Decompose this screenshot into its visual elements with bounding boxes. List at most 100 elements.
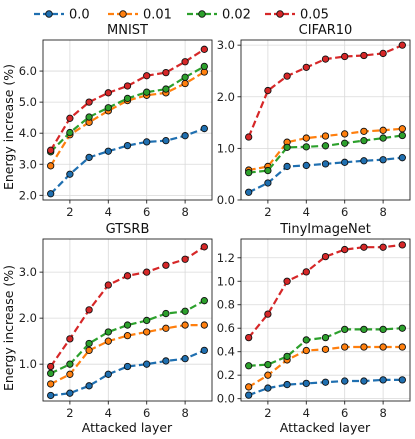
data-point [181,58,189,66]
data-point [264,166,272,175]
y-axis-label-bottom: Energy increase (%) [1,265,16,391]
data-point [143,72,151,80]
legend-marker [198,10,206,18]
y-tick-label: 4.0 [19,126,37,140]
data-point [123,362,132,371]
data-point [264,371,272,379]
data-point [85,153,93,162]
data-point [283,72,291,80]
legend-label: 0.05 [300,8,329,23]
data-point [302,346,310,355]
data-point [123,321,132,329]
data-point [321,345,330,353]
data-point [181,321,189,329]
data-point [398,376,406,384]
data-point [360,343,368,351]
panel-title: GTSRB [106,222,150,237]
data-point [200,297,208,305]
data-point [341,343,349,351]
legend-marker [119,10,127,18]
data-point [302,268,310,276]
data-point [123,331,132,340]
plot-frame [240,39,411,201]
y-tick-label: 2.0 [217,90,235,104]
data-point [143,360,151,368]
data-point [181,79,189,88]
y-tick-label: 3.0 [217,38,235,52]
y-tick-label: 0.4 [217,345,235,359]
x-tick-label: 2 [264,205,271,219]
data-point [162,309,170,318]
chart-panel-tinyimagenet: 2 4 6 8 0.0 0.2 0.4 0.6 0.8 1.0 1.2 TinyImageNet [217,222,411,420]
data-point [398,343,406,351]
data-point [162,357,170,365]
data-point [104,281,112,289]
data-point [379,49,387,58]
legend-marker [45,10,53,18]
data-point [264,86,272,95]
data-point [85,339,93,348]
data-point [321,160,330,168]
data-point [360,377,368,385]
data-point [245,133,253,141]
data-point [379,134,387,142]
data-point [264,360,272,369]
x-tick-label: 6 [341,205,348,219]
x-tick-label: 8 [181,406,188,420]
data-point [143,268,151,276]
data-point [200,62,208,71]
legend-item: 0.01 [108,8,172,23]
x-axis-label-right: Attacked layer [280,420,371,435]
data-point [123,94,132,103]
x-tick-label: 8 [379,406,386,420]
x-tick-label: 4 [303,406,310,420]
y-tick-label: 0.6 [217,321,235,335]
data-point [341,52,349,61]
data-point [47,391,55,400]
y-tick-label: 0.0 [217,193,235,207]
data-point [181,132,189,140]
data-point [264,179,272,187]
data-point [143,316,151,325]
data-point [321,132,330,140]
panel-title: TinyImageNet [279,222,371,237]
data-point [200,243,208,251]
legend-marker [276,10,284,18]
data-point [398,154,406,162]
data-point [200,346,208,355]
panel-title: CIFAR10 [299,23,353,38]
data-point [47,190,55,198]
y-tick-label: 1.2 [217,251,235,265]
series-line-0.01 [49,71,205,167]
data-point [379,126,387,134]
data-point [283,162,291,171]
y-tick-label: 2.0 [19,311,37,325]
data-point [85,346,93,355]
data-point [104,328,112,336]
data-point [360,157,368,165]
data-point [321,378,330,386]
data-point [360,136,368,145]
data-point [360,325,368,334]
data-point [398,41,406,49]
data-point [47,362,55,371]
chart-panel-cifar10: 2 4 6 8 0.0 1.0 2.0 3.0 CIFAR10 [217,23,411,219]
data-point [341,325,349,334]
data-point [321,333,330,342]
data-point [123,82,132,90]
data-point [85,306,93,314]
data-point [200,124,208,133]
data-point [66,170,74,178]
data-point [264,384,272,392]
x-tick-label: 8 [379,205,386,219]
series-line-0.05 [247,243,403,339]
data-point [398,241,406,249]
data-point [162,85,170,93]
data-point [85,382,93,390]
data-point [181,355,189,363]
y-tick-label: 2.0 [19,188,37,202]
data-point [245,391,253,399]
y-tick-label: 1.0 [217,274,235,288]
x-tick-label: 4 [303,205,310,219]
data-point [245,362,253,370]
